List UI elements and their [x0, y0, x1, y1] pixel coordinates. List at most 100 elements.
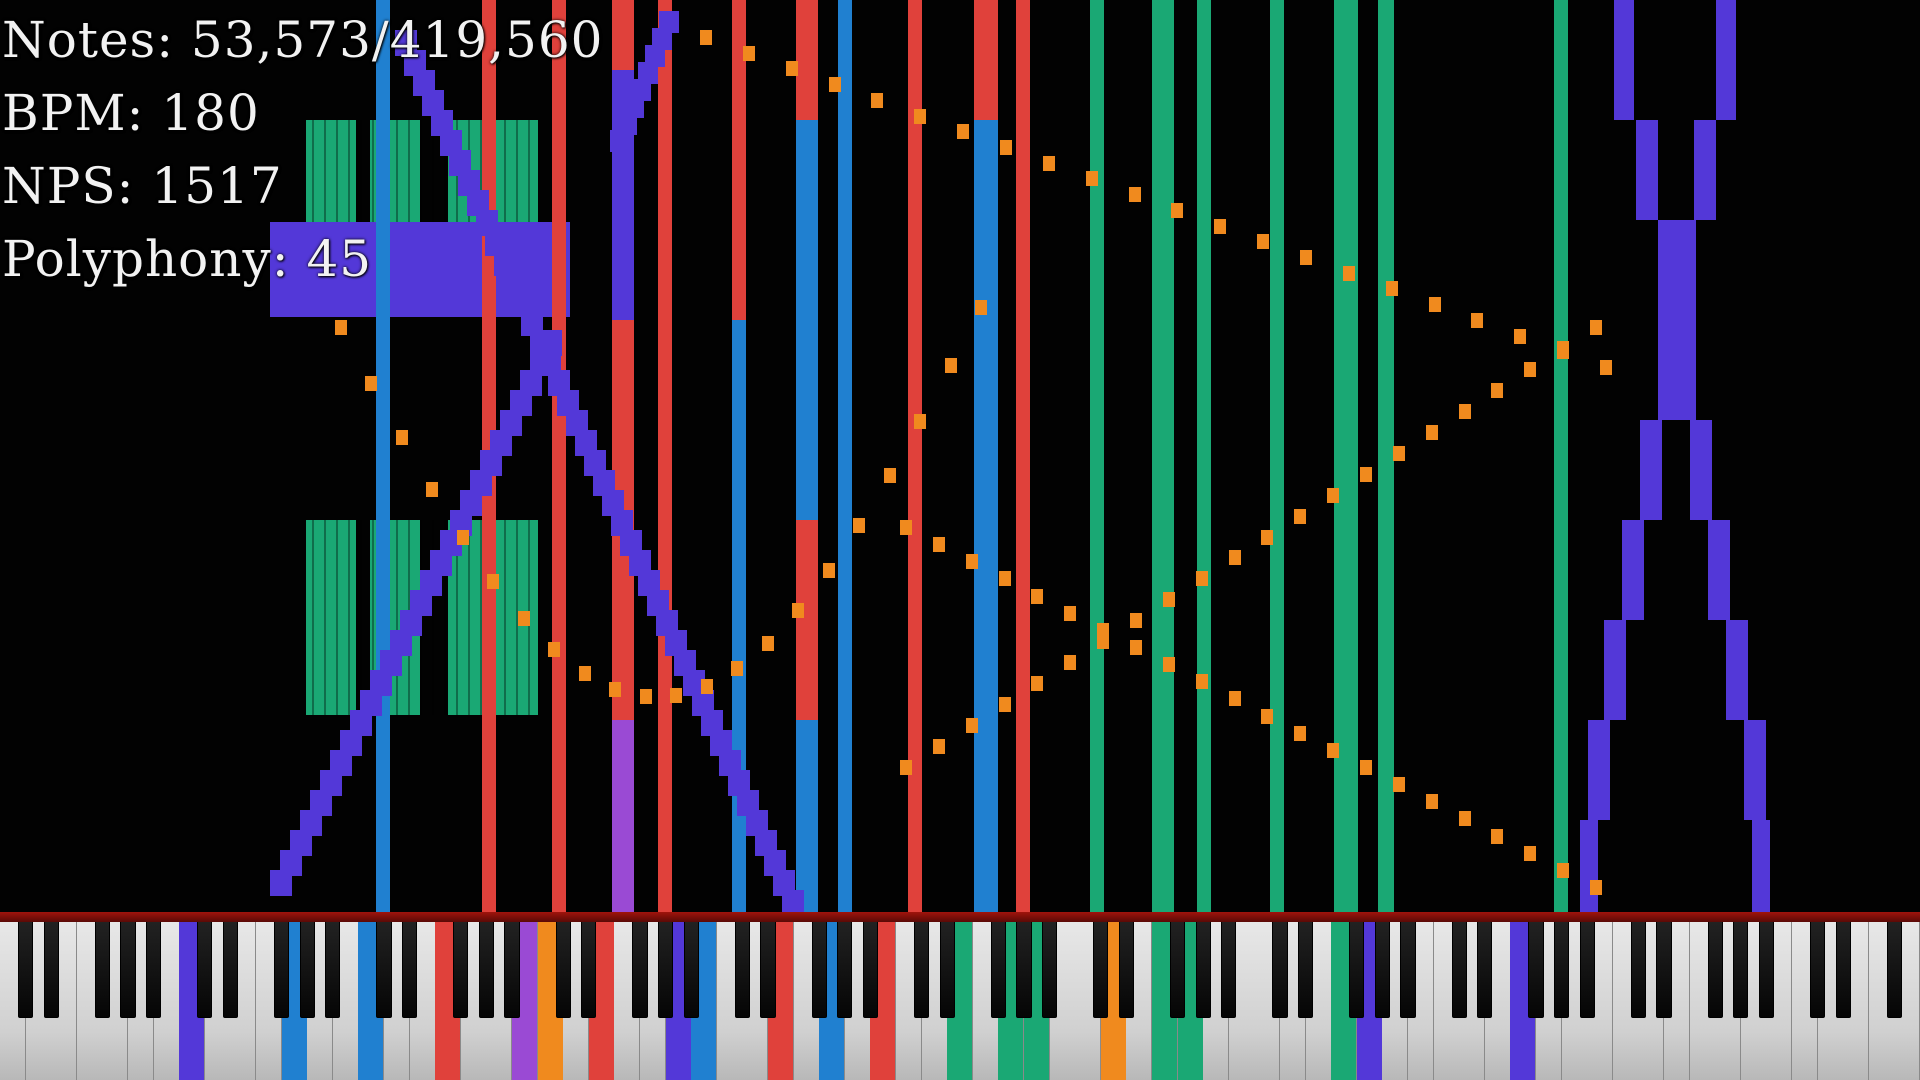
black-key[interactable] [1170, 920, 1185, 1018]
black-key[interactable] [556, 920, 571, 1018]
black-key[interactable] [1810, 920, 1825, 1018]
arpeggio-note [1588, 720, 1610, 820]
black-key[interactable] [1656, 920, 1671, 1018]
black-key[interactable] [1221, 920, 1236, 1018]
note-divider [324, 520, 326, 715]
black-key[interactable] [1759, 920, 1774, 1018]
short-note [999, 697, 1011, 712]
nps-readout: NPS: 1517 [2, 150, 604, 223]
black-key[interactable] [479, 920, 494, 1018]
black-key[interactable] [1836, 920, 1851, 1018]
black-key[interactable] [95, 920, 110, 1018]
short-note [457, 530, 469, 545]
sustained-note [796, 120, 818, 520]
black-key[interactable] [684, 920, 699, 1018]
black-key[interactable] [1093, 920, 1108, 1018]
black-key[interactable] [44, 920, 59, 1018]
black-key[interactable] [812, 920, 827, 1018]
sustained-note [838, 0, 852, 915]
short-note [1393, 446, 1405, 461]
stats-overlay: Notes: 53,573/419,560 BPM: 180 NPS: 1517… [2, 4, 604, 296]
black-key[interactable] [1016, 920, 1031, 1018]
short-note [1600, 360, 1612, 375]
black-key[interactable] [1733, 920, 1748, 1018]
black-key[interactable] [760, 920, 775, 1018]
note-divider [360, 520, 362, 715]
black-key[interactable] [197, 920, 212, 1018]
black-key[interactable] [1528, 920, 1543, 1018]
black-key[interactable] [863, 920, 878, 1018]
black-key[interactable] [453, 920, 468, 1018]
black-key[interactable] [1400, 920, 1415, 1018]
short-note [900, 520, 912, 535]
black-key[interactable] [1298, 920, 1313, 1018]
black-key[interactable] [1554, 920, 1569, 1018]
sustained-note [974, 0, 998, 120]
black-key[interactable] [504, 920, 519, 1018]
arpeggio-note [1672, 220, 1696, 420]
short-note [1229, 550, 1241, 565]
piano-keyboard[interactable] [0, 912, 1920, 1080]
sustained-note [1270, 0, 1284, 915]
black-key[interactable] [18, 920, 33, 1018]
arpeggio-note [1752, 820, 1770, 915]
short-note [1471, 313, 1483, 328]
black-key[interactable] [837, 920, 852, 1018]
black-key[interactable] [402, 920, 417, 1018]
black-key[interactable] [146, 920, 161, 1018]
black-key[interactable] [991, 920, 1006, 1018]
short-note [1524, 362, 1536, 377]
black-key[interactable] [120, 920, 135, 1018]
sustained-note [796, 0, 818, 120]
black-key[interactable] [1272, 920, 1287, 1018]
black-key[interactable] [658, 920, 673, 1018]
black-key[interactable] [1708, 920, 1723, 1018]
black-key[interactable] [223, 920, 238, 1018]
black-key[interactable] [940, 920, 955, 1018]
short-note [1214, 219, 1226, 234]
black-key[interactable] [1196, 920, 1211, 1018]
sustained-note [796, 520, 818, 720]
black-key[interactable] [1477, 920, 1492, 1018]
black-key[interactable] [735, 920, 750, 1018]
black-key[interactable] [1631, 920, 1646, 1018]
short-note [1163, 592, 1175, 607]
black-key[interactable] [376, 920, 391, 1018]
short-note [1524, 846, 1536, 861]
black-key[interactable] [1887, 920, 1902, 1018]
black-key[interactable] [274, 920, 289, 1018]
black-key[interactable] [581, 920, 596, 1018]
short-note [1257, 234, 1269, 249]
arpeggio-note [1694, 120, 1716, 220]
black-key[interactable] [1452, 920, 1467, 1018]
arpeggio-note [1744, 720, 1766, 820]
black-key[interactable] [300, 920, 315, 1018]
black-key[interactable] [1042, 920, 1057, 1018]
keyboard-top-edge [0, 912, 1920, 922]
notes-counter: Notes: 53,573/419,560 [2, 4, 604, 77]
sustained-note [612, 0, 634, 70]
short-note [1360, 467, 1372, 482]
short-note [1459, 811, 1471, 826]
black-key[interactable] [1119, 920, 1134, 1018]
sustained-note [908, 0, 922, 915]
sustained-note [1334, 0, 1358, 915]
sustained-note [1016, 0, 1030, 915]
short-note [1429, 297, 1441, 312]
sustained-note [1554, 0, 1568, 915]
black-key[interactable] [325, 920, 340, 1018]
short-note [518, 611, 530, 626]
short-note [762, 636, 774, 651]
short-note [1130, 613, 1142, 628]
black-key[interactable] [1349, 920, 1364, 1018]
short-note [823, 563, 835, 578]
black-key[interactable] [1580, 920, 1595, 1018]
short-note [1360, 760, 1372, 775]
black-key[interactable] [632, 920, 647, 1018]
black-key[interactable] [1375, 920, 1390, 1018]
short-note [1064, 606, 1076, 621]
black-key[interactable] [914, 920, 929, 1018]
arpeggio-note [1716, 0, 1736, 120]
short-note [670, 688, 682, 703]
